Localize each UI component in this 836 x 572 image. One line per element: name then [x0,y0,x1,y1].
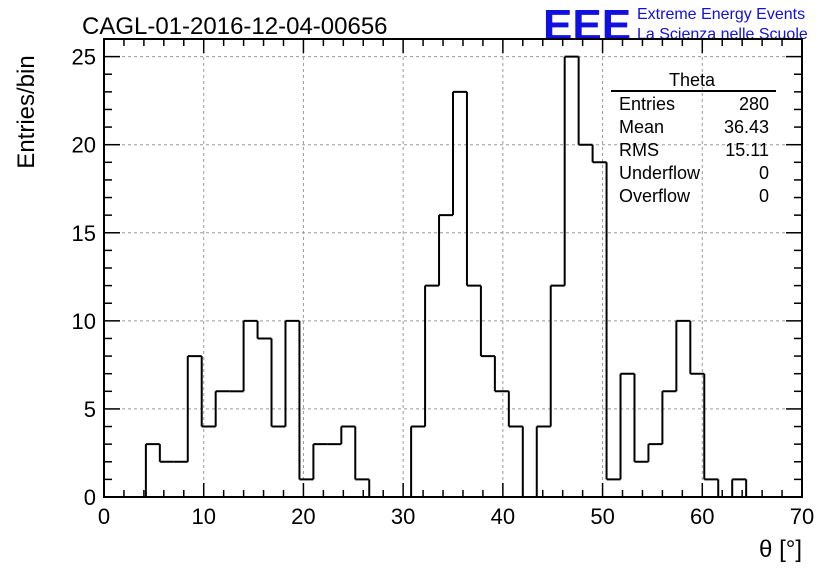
stats-label-underflow: Underflow [619,163,701,183]
histogram-bin [438,214,453,286]
y-axis-title: Entries/bin [13,55,40,168]
histogram-bin [479,285,495,358]
x-axis-title: θ [°] [759,536,802,563]
histogram-bin [745,479,761,498]
histogram-bin [270,338,286,428]
histogram-bin [354,426,370,481]
histogram-bin [256,320,272,340]
histogram-bin [144,443,160,497]
x-tick-label: 40 [491,504,515,529]
histogram-bin [703,373,719,481]
stats-value-underflow: 0 [759,163,769,183]
histogram-bin [452,90,467,216]
stats-label-overflow: Overflow [619,186,691,206]
y-tick-label: 20 [72,133,96,158]
histogram-bin [549,284,565,427]
brand-line-1: Extreme Energy Events [637,6,805,23]
y-tick-label: 5 [84,397,96,422]
y-tick-labels: 0 5 10 15 20 25 [72,45,96,510]
stats-value-entries: 280 [739,94,769,114]
histogram-bin [633,373,649,463]
x-tick-label: 30 [391,504,415,529]
histogram-bin [424,284,440,427]
x-tick-labels: 0 10 20 30 40 50 60 70 [98,504,814,529]
x-tick-label: 10 [191,504,215,529]
y-tick-label: 25 [72,45,96,70]
stats-box: Theta Entries 280 Mean 36.43 RMS 15.11 U… [611,70,776,206]
histogram-bin [661,390,677,445]
histogram-bin [577,56,593,146]
stats-label-entries: Entries [619,94,675,114]
histogram-bin [731,478,747,497]
histogram-bin [298,320,314,481]
histogram-bin [647,443,663,462]
histogram-bin [591,144,607,164]
histogram-bars [104,55,802,498]
x-tick-label: 60 [690,504,714,529]
y-tick-label: 10 [72,309,96,334]
histogram-bin [214,390,230,427]
stats-label-mean: Mean [619,117,664,137]
histogram-bin [284,319,300,427]
histogram-bin [158,444,174,463]
stats-value-mean: 36.43 [724,117,769,137]
histogram-bin [465,91,481,287]
histogram-bin [242,319,258,392]
histogram-bin [535,425,551,497]
x-tick-label: 50 [590,504,614,529]
y-tick-label: 0 [84,485,96,510]
stats-value-rms: 15.11 [725,140,769,160]
histogram-bin [340,425,356,445]
histogram-bin [312,443,328,480]
histogram-bin [675,319,691,392]
histogram-bin [493,356,509,393]
axis-ticks [103,38,803,498]
stats-label-rms: RMS [619,140,659,160]
x-tick-label: 0 [98,504,110,529]
histogram-bin [717,479,733,498]
x-tick-label: 70 [790,504,814,529]
histogram-bin [619,372,635,480]
histogram-bin [507,391,523,428]
histogram-bin [200,356,216,428]
histogram-bin [410,425,426,497]
histogram-bin [186,355,202,462]
histogram-bin [563,55,579,286]
y-tick-label: 15 [72,221,96,246]
eee-logo-mark: EEE [543,1,631,50]
x-tick-label: 20 [291,504,315,529]
run-title: CAGL-01-2016-12-04-00656 [82,13,388,40]
stats-value-overflow: 0 [759,186,769,206]
histogram-bin [689,320,705,375]
stats-title: Theta [669,70,716,90]
eee-logo: EEE [543,1,631,50]
histogram-bin [605,162,621,481]
histogram-bin [368,479,384,498]
histogram-bin [521,426,537,498]
